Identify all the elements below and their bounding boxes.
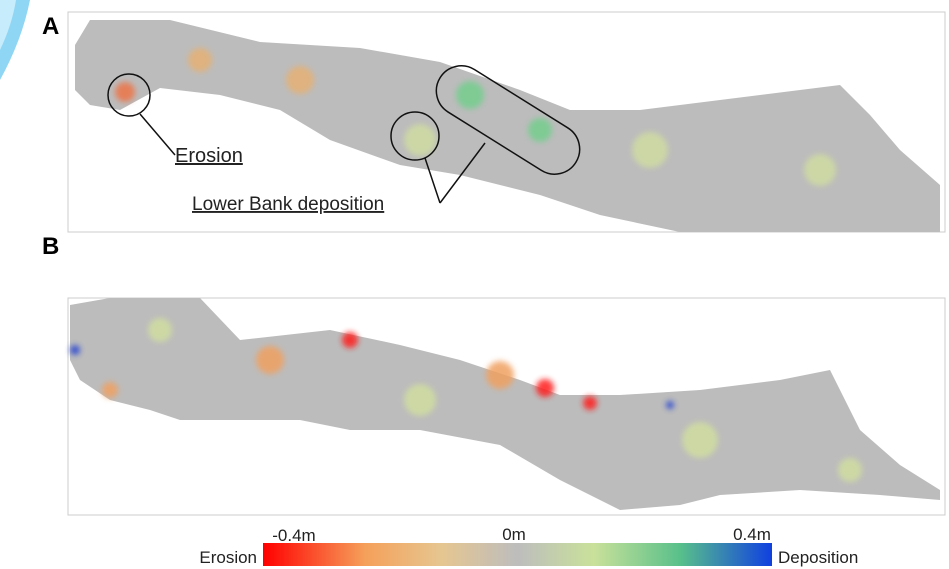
colorbar-low-label: Erosion <box>199 548 257 567</box>
colorbar-tick-label: 0.4m <box>733 525 771 544</box>
colorbar <box>263 543 772 566</box>
figure: A Erosion Lower Bank deposition B <box>0 0 949 569</box>
panel-label: B <box>42 233 59 260</box>
map-b <box>70 298 940 510</box>
panel-label: A <box>42 13 59 40</box>
annotation: Lower Bank deposition <box>192 194 384 215</box>
colorbar-high-label: Deposition <box>778 548 858 567</box>
colorbar-tick-label: -0.4m <box>272 526 315 545</box>
colorbar-tick-label: 0m <box>502 525 526 544</box>
annotation: Erosion <box>175 145 243 167</box>
